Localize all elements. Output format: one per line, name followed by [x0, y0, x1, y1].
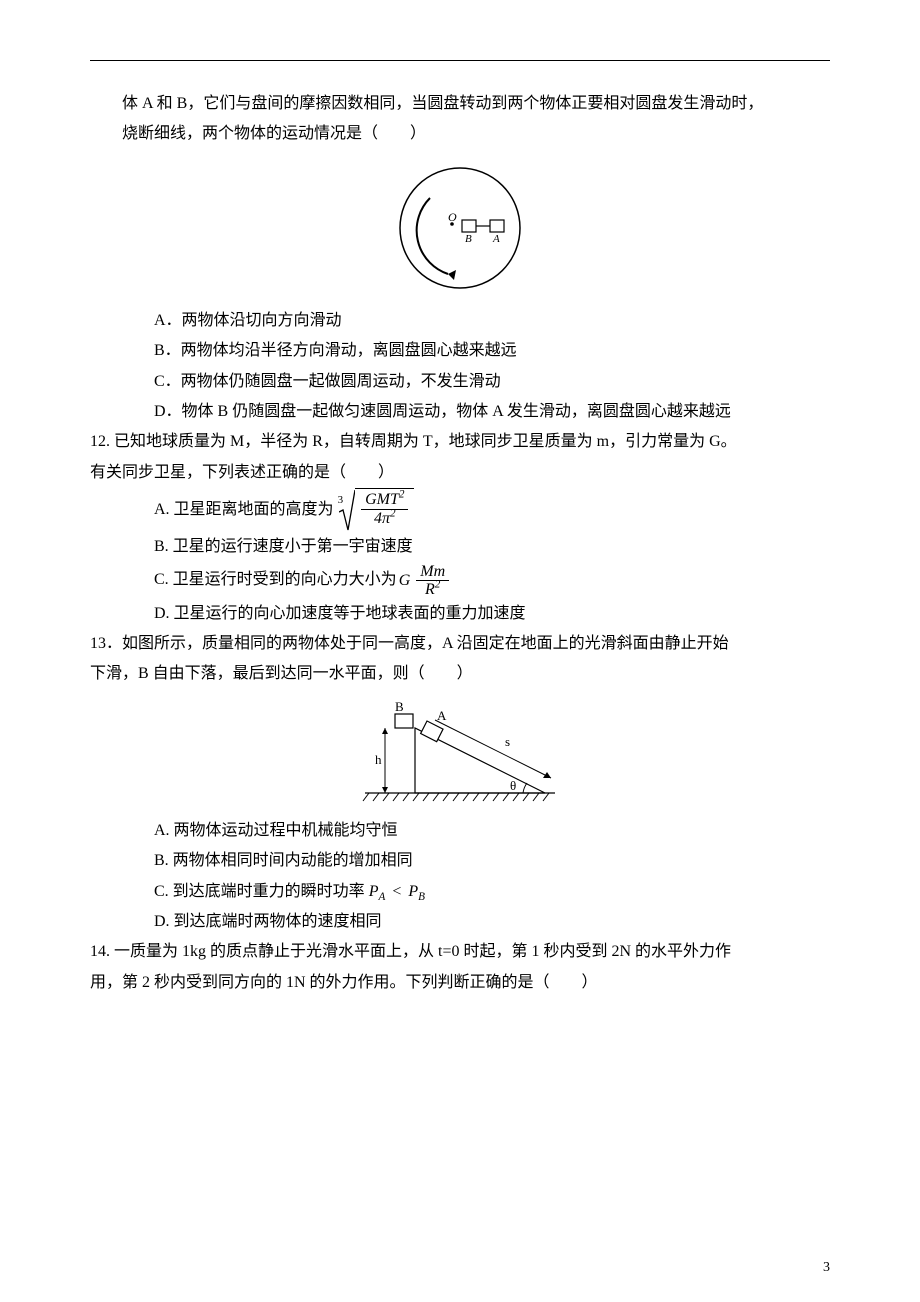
- q13-opt-a: A. 两物体运动过程中机械能均守恒: [90, 816, 830, 846]
- lt-op: <: [389, 883, 404, 900]
- svg-text:B: B: [395, 699, 404, 714]
- den-r-sup: 2: [435, 579, 441, 591]
- page-number: 3: [823, 1255, 830, 1282]
- q13-opt-d: D. 到达底端时两物体的速度相同: [90, 907, 830, 937]
- den-sup: 2: [390, 507, 396, 519]
- q12-opt-a-text: A. 卫星距离地面的高度为: [154, 495, 334, 525]
- q12-opt-a: A. 卫星距离地面的高度为 3 GMT2 4π2: [90, 488, 830, 532]
- sym-g: G: [399, 571, 411, 588]
- q11-opt-c: C．两物体仍随圆盘一起做圆周运动，不发生滑动: [90, 367, 830, 397]
- svg-text:s: s: [505, 734, 510, 749]
- pb-sym: P: [408, 883, 418, 900]
- den-r: R: [425, 581, 435, 598]
- incline-diagram-icon: A B h s θ: [355, 698, 565, 808]
- q13-opt-c-formula: PA < PB: [369, 883, 425, 900]
- pa-sub: A: [378, 891, 385, 903]
- svg-text:A: A: [437, 708, 447, 723]
- q12-opt-d: D. 卫星运行的向心加速度等于地球表面的重力加速度: [90, 599, 830, 629]
- pb-sub: B: [418, 891, 425, 903]
- q13-opt-c: C. 到达底端时重力的瞬时功率 PA < PB: [90, 877, 830, 907]
- q11-figure: O B A: [90, 158, 830, 298]
- q12-opt-c-text: C. 卫星运行时受到的向心力大小为: [154, 565, 397, 595]
- disk-diagram-icon: O B A: [390, 158, 530, 298]
- q12-opt-c: C. 卫星运行时受到的向心力大小为 G Mm R2: [90, 563, 830, 599]
- den-pi: π: [382, 510, 390, 527]
- q12-stem-line1: 12. 已知地球质量为 M，半径为 R，自转周期为 T，地球同步卫星质量为 m，…: [90, 427, 830, 457]
- top-rule: [90, 60, 830, 61]
- q12-stem-line2: 有关同步卫星，下列表述正确的是（ ）: [90, 458, 830, 488]
- pa-sym: P: [369, 883, 379, 900]
- num-sup: 2: [399, 489, 405, 501]
- root-body: GMT2 4π2: [355, 488, 414, 527]
- q13-opt-b: B. 两物体相同时间内动能的增加相同: [90, 846, 830, 876]
- cube-root-formula: 3 GMT2 4π2: [338, 488, 415, 532]
- q12-opt-c-formula: G Mm R2: [399, 563, 451, 599]
- q11-stem-line1: 体 A 和 B，它们与盘间的摩擦因数相同，当圆盘转动到两个物体正要相对圆盘发生滑…: [90, 89, 830, 119]
- q11-opt-a: A．两物体沿切向方向滑动: [90, 306, 830, 336]
- q13-opt-c-text: C. 到达底端时重力的瞬时功率: [154, 883, 365, 900]
- q13-stem-line1: 13．如图所示，质量相同的两物体处于同一高度，A 沿固定在地面上的光滑斜面由静止…: [90, 629, 830, 659]
- den-4: 4: [374, 510, 382, 527]
- q13-figure: A B h s θ: [90, 698, 830, 808]
- q11-stem-line2: 烧断细线，两个物体的运动情况是（ ）: [90, 119, 830, 149]
- q14-stem-line2: 用，第 2 秒内受到同方向的 1N 的外力作用。下列判断正确的是（ ）: [90, 968, 830, 998]
- num-gmt: GMT: [365, 491, 399, 508]
- q11-opt-d: D．物体 B 仍随圆盘一起做匀速圆周运动，物体 A 发生滑动，离圆盘圆心越来越远: [90, 397, 830, 427]
- svg-text:h: h: [375, 752, 382, 767]
- q11-opt-b: B．两物体均沿半径方向滑动，离圆盘圆心越来越远: [90, 336, 830, 366]
- svg-text:B: B: [465, 233, 472, 245]
- svg-text:O: O: [448, 210, 457, 224]
- q13-stem-line2: 下滑，B 自由下落，最后到达同一水平面，则（ ）: [90, 659, 830, 689]
- radical-icon: [339, 488, 355, 532]
- svg-text:θ: θ: [510, 778, 516, 793]
- q12-opt-b: B. 卫星的运行速度小于第一宇宙速度: [90, 532, 830, 562]
- svg-text:A: A: [492, 233, 500, 245]
- q14-stem-line1: 14. 一质量为 1kg 的质点静止于光滑水平面上，从 t=0 时起，第 1 秒…: [90, 937, 830, 967]
- page: 体 A 和 B，它们与盘间的摩擦因数相同，当圆盘转动到两个物体正要相对圆盘发生滑…: [0, 0, 920, 1302]
- num-mm: Mm: [416, 563, 449, 582]
